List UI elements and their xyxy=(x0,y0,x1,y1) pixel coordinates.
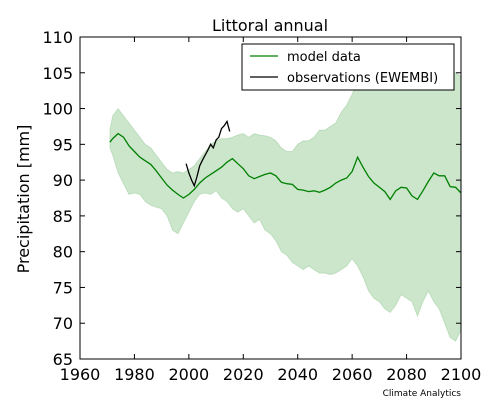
x-axis: 1960 1980 2000 2020 2040 2060 2080 2100 xyxy=(60,37,482,384)
plot-frame xyxy=(79,36,462,360)
y-tick-label: 80 xyxy=(53,243,73,262)
x-tick-label: 2060 xyxy=(332,365,373,384)
x-tick-label: 2080 xyxy=(386,365,427,384)
series-layer xyxy=(109,119,462,201)
y-tick-label: 85 xyxy=(53,207,73,226)
x-tick-label: 2040 xyxy=(277,365,318,384)
y-tick-label: 90 xyxy=(53,171,73,190)
x-tick-label: 2000 xyxy=(168,365,209,384)
y-tick-label: 75 xyxy=(53,278,73,297)
legend: model data observations (EWEMBI) xyxy=(241,43,455,91)
legend-label-model-data: model data xyxy=(287,50,361,65)
legend-box xyxy=(241,43,455,91)
series-line-0 xyxy=(109,132,462,201)
x-tick-label: 2100 xyxy=(441,365,482,384)
y-axis-label: Precipitation [mm] xyxy=(14,125,33,274)
y-tick-label: 70 xyxy=(53,314,73,333)
chart-title: Littoral annual xyxy=(212,16,328,35)
y-tick-label: 100 xyxy=(42,100,73,119)
y-tick-label: 105 xyxy=(42,64,73,83)
y-tick-label: 65 xyxy=(53,350,73,369)
y-axis: 65 70 75 80 85 90 95 100 105 110 xyxy=(42,28,461,369)
x-tick-label: 1980 xyxy=(114,365,155,384)
x-tick-label: 2020 xyxy=(223,365,264,384)
legend-label-observations: observations (EWEMBI) xyxy=(287,71,438,86)
y-tick-label: 95 xyxy=(53,135,73,154)
y-tick-label: 110 xyxy=(42,28,73,47)
credit-annotation: Climate Analytics xyxy=(383,389,462,399)
series-line-1 xyxy=(185,119,231,188)
x-tick-label: 1960 xyxy=(60,365,101,384)
